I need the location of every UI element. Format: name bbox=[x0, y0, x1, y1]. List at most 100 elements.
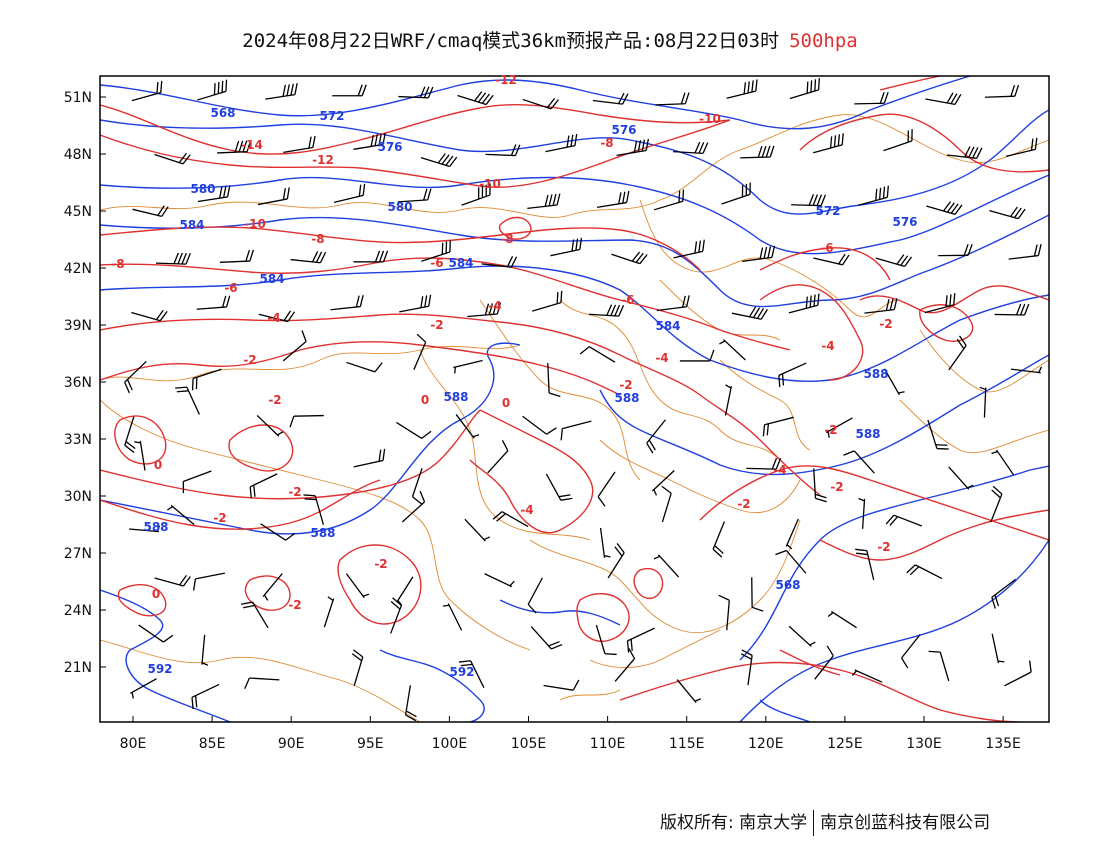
wind-barb bbox=[592, 92, 629, 105]
lon-tick-label: 120E bbox=[748, 736, 784, 752]
wind-barb bbox=[527, 193, 561, 210]
wind-barb bbox=[851, 669, 883, 683]
temperature-label: -2 bbox=[288, 598, 301, 612]
wind-barb bbox=[813, 133, 844, 154]
lat-tick-label: 42N bbox=[64, 261, 92, 277]
wind-barb bbox=[673, 141, 709, 155]
height-label: 568 bbox=[210, 106, 235, 120]
lon-tick-label: 105E bbox=[511, 736, 547, 752]
wind-barb bbox=[197, 185, 231, 203]
wind-barb bbox=[129, 525, 161, 533]
lat-tick-label: 33N bbox=[64, 432, 92, 448]
wind-barb bbox=[421, 240, 451, 262]
wind-barb bbox=[655, 92, 690, 106]
lon-tick-label: 115E bbox=[669, 736, 705, 752]
wind-barb bbox=[166, 504, 195, 526]
height-label: 588 bbox=[614, 391, 639, 405]
wind-barb bbox=[262, 573, 283, 601]
wind-barb bbox=[351, 649, 364, 686]
wind-barb bbox=[646, 419, 666, 454]
wind-barb bbox=[333, 183, 366, 203]
wind-barb bbox=[522, 97, 559, 110]
wind-barb bbox=[260, 523, 296, 541]
lon-tick-label: 90E bbox=[278, 736, 305, 752]
lon-tick-label: 100E bbox=[432, 736, 468, 752]
wind-barb bbox=[721, 182, 751, 205]
wind-barb bbox=[197, 79, 228, 101]
wind-barb bbox=[875, 254, 913, 267]
height-label: 588 bbox=[443, 390, 468, 404]
wind-barb bbox=[487, 440, 509, 474]
lat-tick-label: 27N bbox=[64, 546, 92, 562]
wind-barb bbox=[1006, 137, 1038, 157]
lon-tick-label: 110E bbox=[590, 736, 626, 752]
temperature-label: -2 bbox=[374, 557, 387, 571]
wind-barb bbox=[1010, 366, 1043, 374]
wind-barb bbox=[611, 251, 648, 265]
temperature-contour-labels: -14 -12 -12 -10 -10 -10 -8 -8 -8 -8 -6 -6 -6 -6 -4 -4 -4… bbox=[111, 73, 892, 612]
wind-barb bbox=[481, 256, 518, 268]
wind-barb bbox=[864, 298, 898, 314]
temperature-label: -10 bbox=[479, 177, 501, 191]
wind-barb bbox=[789, 78, 820, 100]
lon-tick-label: 95E bbox=[357, 736, 384, 752]
wind-barb bbox=[256, 414, 284, 437]
wind-barb bbox=[791, 194, 827, 207]
wind-barb bbox=[778, 362, 807, 388]
wind-barb bbox=[413, 333, 427, 371]
temperature-label: -6 bbox=[430, 256, 443, 270]
height-label: 592 bbox=[449, 665, 474, 679]
wind-barb bbox=[201, 634, 209, 666]
wind-barb bbox=[948, 335, 967, 371]
wind-barb bbox=[124, 360, 147, 394]
lat-tick-label: 39N bbox=[64, 318, 92, 334]
wind-barb bbox=[345, 573, 370, 599]
temperature-label: -2 bbox=[877, 540, 890, 554]
wind-barb bbox=[257, 187, 290, 206]
temperature-label: -2 bbox=[213, 511, 226, 525]
wind-barb bbox=[653, 554, 680, 578]
temperature-label: -2 bbox=[243, 353, 256, 367]
copyright-right: 南京创蓝科技有限公司 bbox=[820, 813, 991, 833]
wind-barb bbox=[323, 596, 335, 628]
temperature-label: -6 bbox=[621, 293, 634, 307]
wind-barb bbox=[901, 634, 921, 669]
wind-barb bbox=[719, 339, 746, 361]
height-label: 572 bbox=[319, 109, 344, 123]
wind-barb bbox=[616, 138, 650, 157]
wind-barb bbox=[453, 359, 483, 374]
wind-barb bbox=[290, 251, 327, 264]
wind-barb bbox=[332, 84, 367, 97]
wind-barb bbox=[411, 468, 423, 505]
wind-barb bbox=[595, 624, 617, 656]
wind-barb bbox=[219, 249, 255, 263]
wind-barb bbox=[653, 189, 685, 211]
temperature-label: -4 bbox=[488, 299, 501, 313]
title-main: 2024年08月22日WRF/cmaq模式36km预报产品:08月22日03时 bbox=[242, 30, 780, 52]
temperature-label: -2 bbox=[830, 480, 843, 494]
height-label: 588 bbox=[855, 427, 880, 441]
height-label: 576 bbox=[611, 123, 636, 137]
wind-barb bbox=[346, 361, 383, 373]
wind-barb bbox=[457, 91, 494, 106]
pressure-level: 500hpa bbox=[789, 30, 858, 52]
wind-barb bbox=[775, 549, 807, 574]
lon-tick-label: 135E bbox=[985, 736, 1021, 752]
copyright-footer: 版权所有: 南京大学 南京创蓝科技有限公司 bbox=[660, 808, 990, 836]
wind-barb bbox=[330, 295, 364, 311]
wind-barb bbox=[289, 414, 324, 428]
wind-barb bbox=[265, 83, 298, 100]
wind-barb bbox=[742, 245, 776, 263]
wind-barb bbox=[762, 416, 794, 437]
temperature-label: -14 bbox=[241, 138, 263, 152]
wind-barb bbox=[464, 518, 491, 542]
wind-barb bbox=[131, 309, 168, 322]
wind-barb bbox=[461, 183, 491, 206]
wind-barb bbox=[813, 468, 827, 503]
wind-barb bbox=[191, 683, 220, 709]
wind-barb bbox=[788, 625, 816, 647]
wind-barb bbox=[191, 368, 222, 391]
wind-barb bbox=[240, 601, 269, 629]
wind-barb bbox=[258, 310, 295, 323]
wind-barb bbox=[132, 205, 169, 218]
